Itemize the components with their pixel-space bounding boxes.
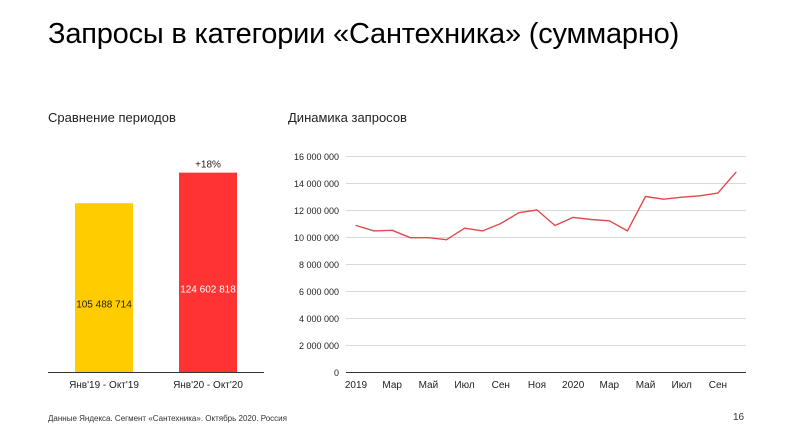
line-point-2019-07 <box>464 227 466 229</box>
line-point-2020-10 <box>735 171 737 173</box>
line-point-2019-04 <box>409 237 411 239</box>
bar-annotation-growth: +18% <box>195 160 221 171</box>
line-chart-title: Динамика запросов <box>288 110 407 125</box>
y-tick-label-0: 0 <box>334 368 339 378</box>
y-tick-label-5: 10 000 000 <box>294 233 339 243</box>
line-point-2019-08 <box>482 230 484 232</box>
bar-1 <box>75 203 133 372</box>
x-tick-label-1: Мар <box>382 380 402 391</box>
line-point-2019-06 <box>445 239 448 241</box>
x-tick-label-6: 2020 <box>562 380 585 391</box>
x-tick-label-4: Сен <box>492 380 510 391</box>
bar-category-label-2: Янв'20 - Окт'20 <box>173 380 243 391</box>
y-tick-label-1: 2 000 000 <box>299 341 339 351</box>
line-point-2020-04 <box>626 230 629 232</box>
x-tick-label-8: Май <box>636 380 656 391</box>
x-tick-label-0: 2019 <box>345 380 368 391</box>
y-tick-label-6: 12 000 000 <box>294 206 339 216</box>
x-tick-label-7: Мар <box>600 380 620 391</box>
line-point-2020-02 <box>590 218 592 221</box>
line-point-2020-07 <box>681 196 683 198</box>
line-point-2019-01 <box>355 224 357 227</box>
y-tick-label-8: 16 000 000 <box>294 152 339 162</box>
bar-value-label-2: 124 602 818 <box>180 284 236 295</box>
line-point-2020-09 <box>717 192 719 194</box>
line-point-2019-12 <box>554 224 556 227</box>
bar-2 <box>179 172 237 372</box>
x-tick-label-10: Сен <box>709 380 727 391</box>
line-point-2020-06 <box>663 198 665 200</box>
line-point-2019-09 <box>500 222 502 225</box>
bar-value-label-1: 105 488 714 <box>76 300 132 311</box>
line-point-2019-03 <box>391 229 393 231</box>
y-tick-label-2: 4 000 000 <box>299 314 339 324</box>
y-tick-label-3: 6 000 000 <box>299 287 339 297</box>
footer-source-note: Данные Яндекса. Сегмент «Сантехника». Ок… <box>48 414 287 423</box>
line-point-2020-03 <box>608 220 610 222</box>
line-point-2019-05 <box>427 237 429 239</box>
y-tick-label-7: 14 000 000 <box>294 179 339 189</box>
line-point-2020-08 <box>699 195 701 197</box>
line-point-2019-10 <box>518 212 520 214</box>
x-tick-label-2: Май <box>419 380 439 391</box>
bar-category-label-1: Янв'19 - Окт'19 <box>69 380 139 391</box>
line-point-2020-05 <box>644 195 647 198</box>
page-number: 16 <box>733 412 745 423</box>
y-tick-label-4: 8 000 000 <box>299 260 339 270</box>
page-title: Запросы в категории «Сантехника» (суммар… <box>48 18 680 50</box>
x-tick-label-3: Июл <box>454 380 474 391</box>
x-tick-label-9: Июл <box>672 380 692 391</box>
line-point-2020-01 <box>572 216 574 218</box>
line-series <box>355 171 737 241</box>
x-tick-label-5: Ноя <box>528 380 546 391</box>
line-point-2019-11 <box>536 209 538 211</box>
bar-chart-title: Сравнение периодов <box>48 110 176 125</box>
line-point-2019-02 <box>373 230 375 232</box>
